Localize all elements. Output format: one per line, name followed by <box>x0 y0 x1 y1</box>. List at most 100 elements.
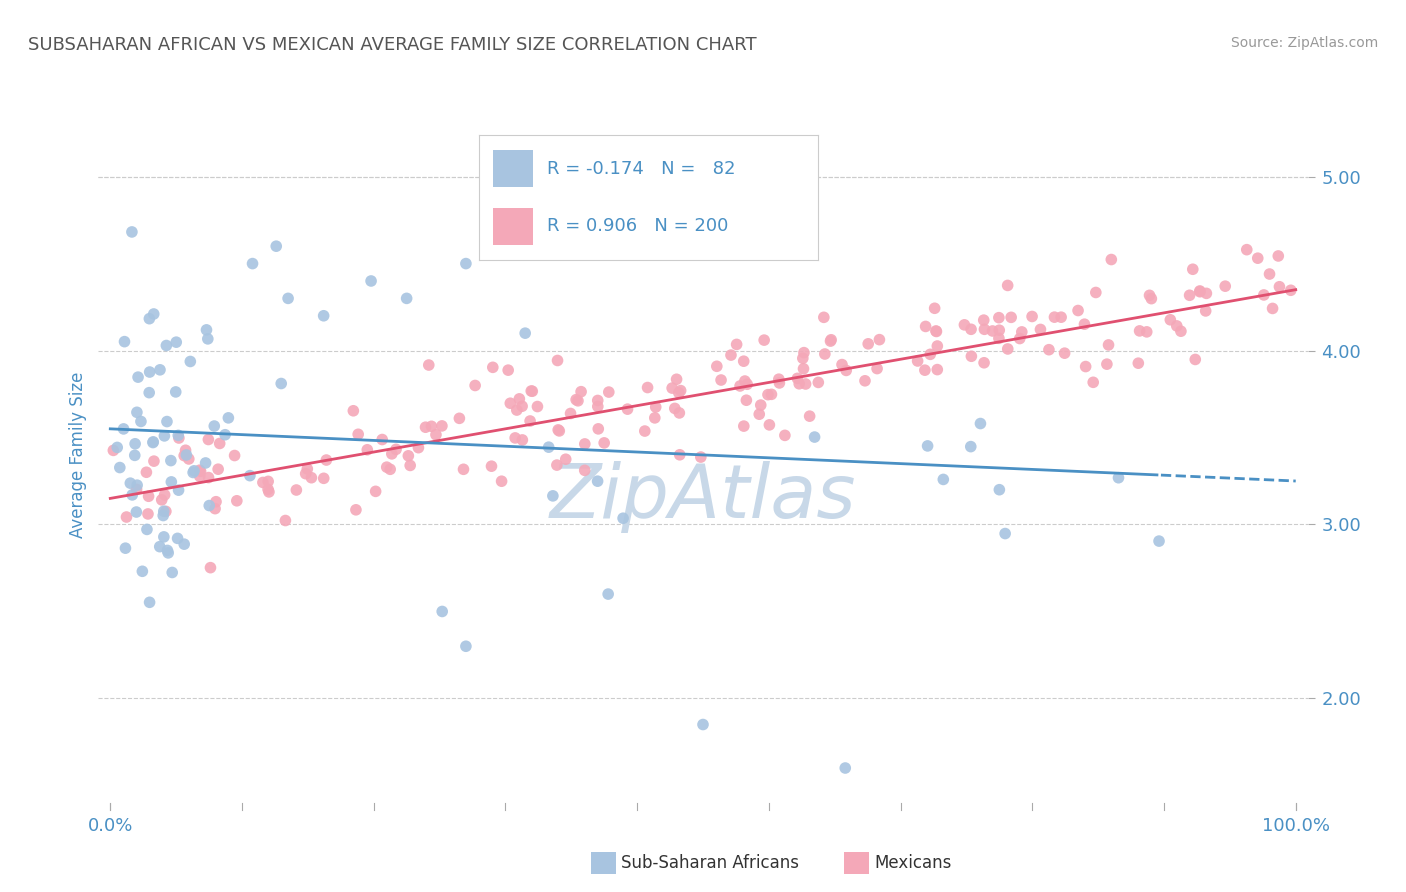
Point <box>835 363 858 377</box>
Point <box>820 334 842 348</box>
Point <box>155 338 177 352</box>
Point <box>1140 292 1163 306</box>
Point <box>152 504 174 518</box>
Point <box>257 483 280 497</box>
Point <box>157 546 180 560</box>
Point <box>344 503 367 517</box>
Point <box>987 310 1010 325</box>
Point <box>988 323 1011 337</box>
Point <box>197 433 219 447</box>
Point <box>156 415 179 429</box>
Point <box>987 331 1010 345</box>
Point <box>155 504 177 518</box>
Point <box>567 393 589 408</box>
Point <box>554 452 576 467</box>
Point <box>1021 310 1043 324</box>
Point <box>749 398 772 412</box>
Point <box>787 376 810 391</box>
Point <box>1000 310 1022 325</box>
Point <box>512 433 534 447</box>
Point <box>496 363 519 377</box>
Point <box>1267 249 1289 263</box>
Point <box>270 376 292 391</box>
Point <box>1097 338 1119 352</box>
Point <box>385 442 408 457</box>
Point <box>547 353 569 368</box>
Point <box>166 532 188 546</box>
Point <box>728 379 751 393</box>
Point <box>1279 283 1302 297</box>
Point <box>183 464 205 478</box>
Point <box>520 384 543 398</box>
Point <box>569 384 592 399</box>
Point <box>994 526 1017 541</box>
Point <box>114 334 136 349</box>
Point <box>125 505 148 519</box>
Point <box>914 319 936 334</box>
Point <box>665 372 688 386</box>
Point <box>217 410 239 425</box>
Point <box>768 376 790 390</box>
Point <box>173 537 195 551</box>
Point <box>415 420 437 434</box>
Text: SUBSAHARAN AFRICAN VS MEXICAN AVERAGE FAMILY SIZE CORRELATION CHART: SUBSAHARAN AFRICAN VS MEXICAN AVERAGE FA… <box>28 36 756 54</box>
Point <box>768 372 790 386</box>
Point <box>574 437 596 451</box>
Point <box>1166 318 1188 333</box>
Point <box>156 543 179 558</box>
Point <box>720 348 742 362</box>
Point <box>644 400 666 414</box>
Point <box>924 301 946 316</box>
Point <box>274 514 297 528</box>
Point <box>202 419 225 434</box>
Point <box>997 278 1019 293</box>
Point <box>560 407 582 421</box>
Point <box>396 449 419 463</box>
Point <box>129 414 152 428</box>
Point <box>342 404 364 418</box>
Point <box>756 387 779 401</box>
Point <box>257 484 280 499</box>
Point <box>792 351 814 366</box>
Point <box>131 564 153 578</box>
Point <box>179 354 201 368</box>
Point <box>853 374 876 388</box>
Point <box>127 478 149 492</box>
Point <box>510 399 533 413</box>
Point <box>481 459 503 474</box>
Point <box>616 402 638 417</box>
Point <box>706 359 728 374</box>
Point <box>735 393 758 408</box>
Point <box>735 377 758 392</box>
Point <box>1247 251 1270 265</box>
Point <box>1268 279 1291 293</box>
Point <box>953 318 976 332</box>
Point <box>988 483 1011 497</box>
Point <box>224 449 246 463</box>
Point <box>793 345 815 359</box>
Point <box>167 431 190 445</box>
Point <box>174 443 197 458</box>
Point <box>103 443 125 458</box>
Point <box>499 396 522 410</box>
Point <box>1074 359 1097 374</box>
Point <box>1236 243 1258 257</box>
Point <box>165 335 187 350</box>
Point <box>537 440 560 454</box>
Point <box>914 363 936 377</box>
Point <box>299 471 322 485</box>
Point <box>160 566 183 580</box>
Point <box>312 309 335 323</box>
Point <box>1195 286 1218 301</box>
Point <box>927 362 949 376</box>
Point <box>792 361 814 376</box>
Point <box>205 494 228 508</box>
Point <box>814 347 837 361</box>
Point <box>108 460 131 475</box>
Point <box>668 406 690 420</box>
Point <box>454 639 477 653</box>
Point <box>138 489 160 503</box>
Point <box>176 448 198 462</box>
Point <box>195 323 218 337</box>
Point <box>190 464 212 478</box>
